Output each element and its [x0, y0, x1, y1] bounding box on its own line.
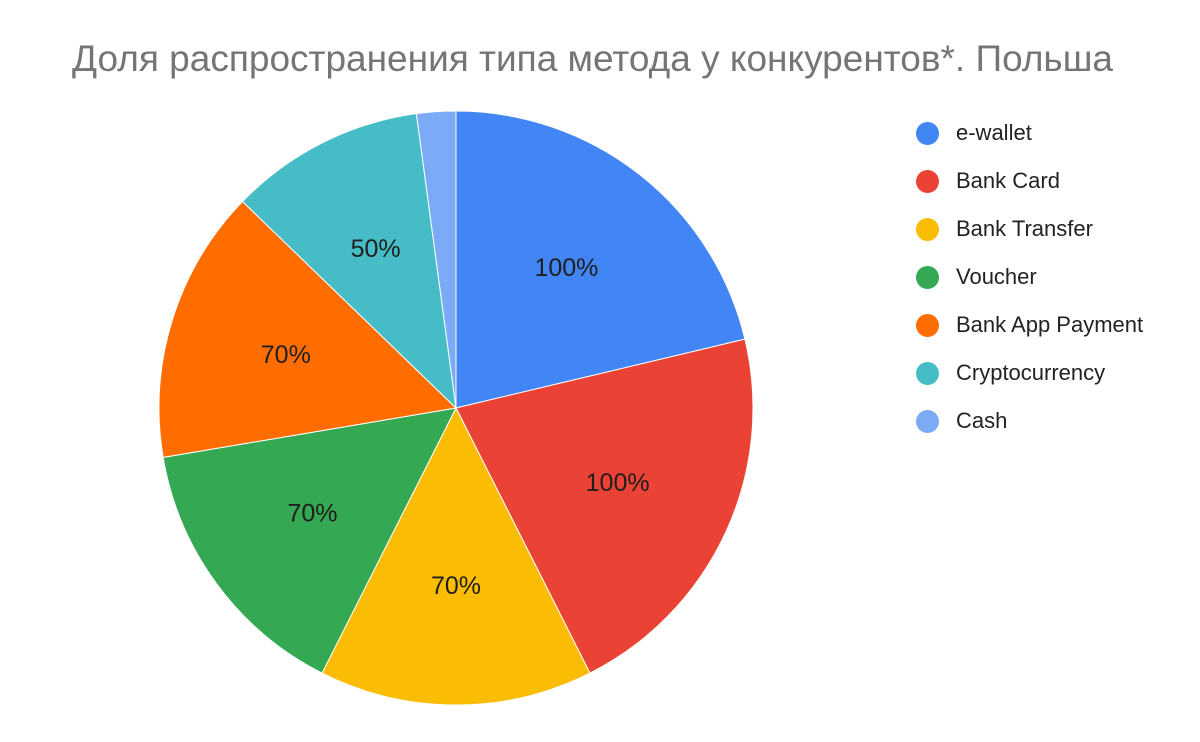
legend-swatch-cryptocurrency [916, 361, 939, 385]
chart-title: Доля распространения типа метода у конку… [72, 38, 1113, 79]
slice-label-voucher: 70% [288, 500, 338, 528]
legend-swatch-cash [916, 409, 939, 433]
pie-slice-e-wallet[interactable] [455, 110, 746, 409]
legend-item-cryptocurrency[interactable]: Cryptocurrency [916, 349, 1143, 397]
legend-label-bank-transfer: Bank Transfer [956, 216, 1093, 241]
legend-swatch-bank-transfer [916, 217, 939, 241]
legend-label-cash: Cash [956, 408, 1008, 433]
legend-item-bank-app-payment[interactable]: Bank App Payment [916, 301, 1143, 349]
legend-swatch-voucher [916, 265, 939, 289]
slice-label-e-wallet: 100% [534, 254, 598, 282]
legend-item-bank-card[interactable]: Bank Card [916, 157, 1143, 205]
legend-label-bank-app-payment: Bank App Payment [956, 312, 1144, 337]
legend-swatch-bank-card [916, 169, 939, 193]
slice-label-bank-card: 100% [586, 469, 650, 497]
legend-item-cash[interactable]: Cash [916, 397, 1143, 445]
slice-label-bank-app-payment: 70% [261, 341, 311, 369]
pie-slice-voucher[interactable] [162, 407, 457, 674]
pie-slice-bank-card[interactable] [455, 338, 754, 674]
legend: e-wallet Bank Card Bank Transfer Voucher… [916, 109, 1143, 445]
legend-item-bank-transfer[interactable]: Bank Transfer [916, 205, 1143, 253]
legend-label-bank-card: Bank Card [956, 168, 1060, 193]
legend-label-cryptocurrency: Cryptocurrency [956, 360, 1106, 385]
pie-slice-bank-app-payment[interactable] [158, 200, 458, 458]
slice-label-cryptocurrency: 50% [351, 235, 401, 263]
pie-slice-bank-transfer[interactable] [321, 406, 591, 706]
legend-item-e-wallet[interactable]: e-wallet [916, 109, 1143, 157]
legend-label-e-wallet: e-wallet [956, 120, 1032, 145]
legend-swatch-bank-app-payment [916, 313, 939, 337]
legend-label-voucher: Voucher [956, 264, 1037, 289]
slice-label-bank-transfer: 70% [431, 572, 481, 600]
legend-item-voucher[interactable]: Voucher [916, 253, 1143, 301]
legend-swatch-e-wallet [916, 121, 939, 145]
pie-slice-cash[interactable] [415, 110, 457, 409]
pie-slice-cryptocurrency[interactable] [241, 113, 457, 410]
